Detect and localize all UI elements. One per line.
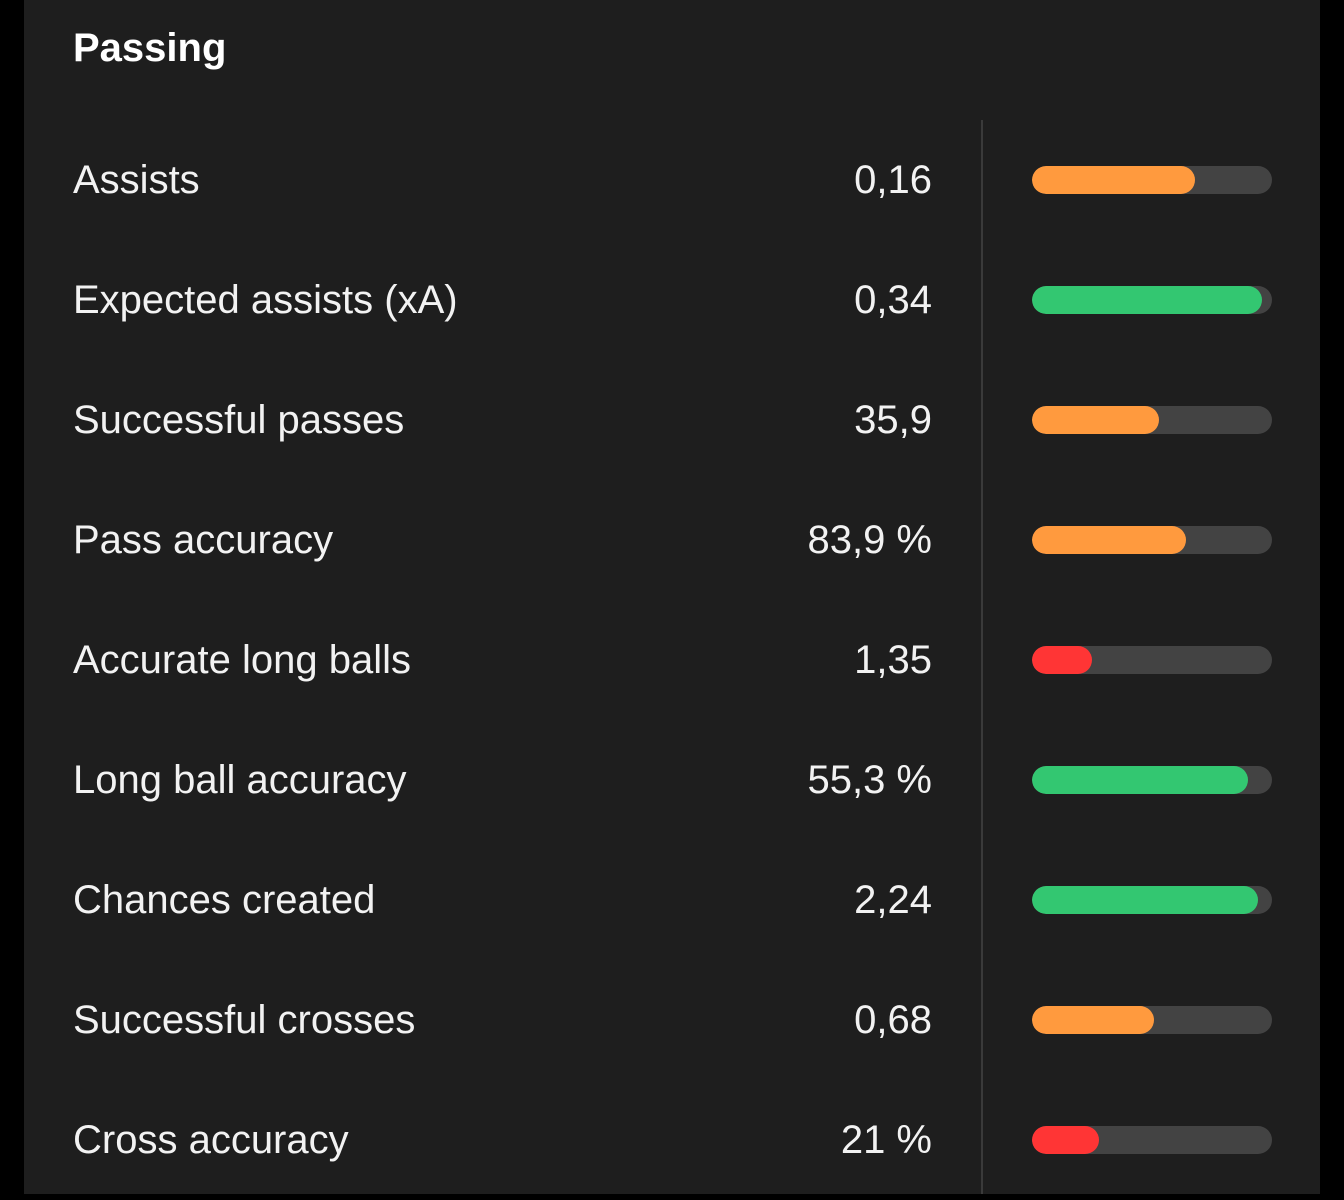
stat-row-cross-accuracy[interactable]: Cross accuracy 21 % bbox=[24, 1080, 1320, 1200]
stat-label: Expected assists (xA) bbox=[73, 278, 458, 322]
stat-label: Pass accuracy bbox=[73, 518, 334, 562]
stat-value: 0,68 bbox=[854, 998, 932, 1042]
stat-row-chances-created[interactable]: Chances created 2,24 bbox=[24, 840, 1320, 960]
percentile-bar bbox=[1032, 1006, 1272, 1034]
percentile-bar bbox=[1032, 886, 1272, 914]
percentile-bar-fill bbox=[1032, 646, 1092, 674]
stat-row-long-ball-accuracy[interactable]: Long ball accuracy 55,3 % bbox=[24, 720, 1320, 840]
percentile-bar bbox=[1032, 166, 1272, 194]
percentile-bar bbox=[1032, 526, 1272, 554]
stat-row-accurate-long-balls[interactable]: Accurate long balls 1,35 bbox=[24, 600, 1320, 720]
stat-value: 0,34 bbox=[854, 278, 932, 322]
percentile-bar bbox=[1032, 406, 1272, 434]
percentile-bar-fill bbox=[1032, 526, 1186, 554]
stat-row-expected-assists[interactable]: Expected assists (xA) 0,34 bbox=[24, 240, 1320, 360]
stat-label: Cross accuracy bbox=[73, 1118, 349, 1162]
stat-value: 2,24 bbox=[854, 878, 932, 922]
stat-value: 83,9 % bbox=[807, 518, 932, 562]
percentile-bar-fill bbox=[1032, 1126, 1100, 1154]
section-title: Passing bbox=[73, 26, 227, 70]
percentile-bar-fill bbox=[1032, 286, 1263, 314]
stat-row-successful-passes[interactable]: Successful passes 35,9 bbox=[24, 360, 1320, 480]
percentile-bar bbox=[1032, 286, 1272, 314]
percentile-bar-fill bbox=[1032, 766, 1248, 794]
stat-value: 1,35 bbox=[854, 638, 932, 682]
stat-row-pass-accuracy[interactable]: Pass accuracy 83,9 % bbox=[24, 480, 1320, 600]
stat-label: Accurate long balls bbox=[73, 638, 411, 682]
stat-label: Chances created bbox=[73, 878, 376, 922]
stat-label: Assists bbox=[73, 158, 200, 202]
percentile-bar-fill bbox=[1032, 1006, 1155, 1034]
stats-list: Assists 0,16 Expected assists (xA) 0,34 … bbox=[24, 120, 1320, 1200]
stat-value: 55,3 % bbox=[807, 758, 932, 802]
stat-row-assists[interactable]: Assists 0,16 bbox=[24, 120, 1320, 240]
column-divider bbox=[981, 120, 983, 1194]
stat-value: 35,9 bbox=[854, 398, 932, 442]
percentile-bar-fill bbox=[1032, 166, 1196, 194]
percentile-bar bbox=[1032, 646, 1272, 674]
passing-stats-card: Passing Assists 0,16 Expected assists (x… bbox=[24, 0, 1320, 1194]
stat-value: 0,16 bbox=[854, 158, 932, 202]
percentile-bar bbox=[1032, 766, 1272, 794]
stat-row-successful-crosses[interactable]: Successful crosses 0,68 bbox=[24, 960, 1320, 1080]
stat-label: Successful passes bbox=[73, 398, 405, 442]
stat-label: Long ball accuracy bbox=[73, 758, 407, 802]
stat-label: Successful crosses bbox=[73, 998, 416, 1042]
percentile-bar-fill bbox=[1032, 406, 1160, 434]
percentile-bar-fill bbox=[1032, 886, 1258, 914]
stat-value: 21 % bbox=[840, 1118, 932, 1162]
percentile-bar bbox=[1032, 1126, 1272, 1154]
